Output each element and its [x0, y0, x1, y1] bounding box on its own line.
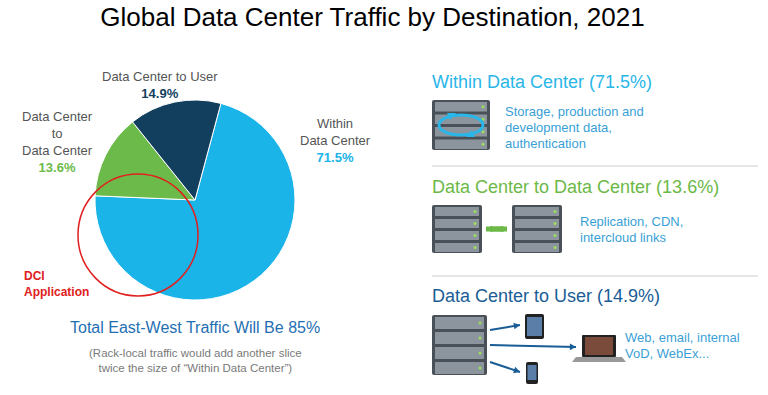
svg-text:DCIApplication: DCIApplication — [24, 269, 89, 299]
svg-text:Data Center to User14.9%: Data Center to User14.9% — [102, 69, 218, 101]
html-text:Within Data Center (71.5%): Within Data Center (71.5%) — [432, 72, 653, 92]
svg-text:WithinData Center71.5%: WithinData Center71.5% — [300, 116, 371, 165]
svg-text:(Rack-local traffic would add: (Rack-local traffic would add another sl… — [89, 347, 302, 374]
html-text:Storage, production and develo: Storage, production and development data… — [505, 104, 644, 151]
svg-text:Data CentertoData Center13.6%: Data CentertoData Center13.6% — [22, 109, 93, 175]
html-text:Data Center to User (14.9%): Data Center to User (14.9%) — [432, 286, 661, 306]
html-text:Data Center to Data Center (13: Data Center to Data Center (13.6%) — [432, 177, 720, 197]
html-text:Replication, CDN, intercloud l: Replication, CDN, intercloud links — [580, 214, 684, 245]
svg-text:Total East-West Traffic Will B: Total East-West Traffic Will Be 85% — [70, 319, 320, 336]
html-text:Web, email, internal VoD, WebE: Web, email, internal VoD, WebEx... — [625, 330, 740, 361]
svg-text:Global Data Center Traffic by: Global Data Center Traffic by Destinatio… — [100, 2, 644, 32]
